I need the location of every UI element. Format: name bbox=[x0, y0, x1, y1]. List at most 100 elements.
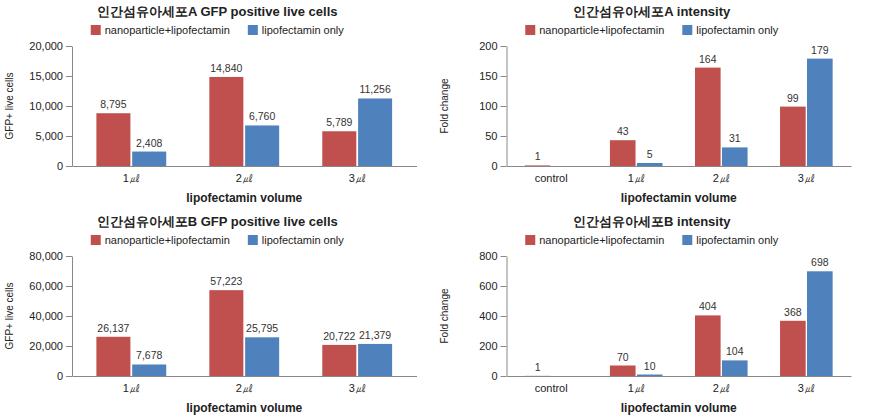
y-tick-mark bbox=[501, 256, 507, 257]
x-axis: control1㎕2㎕3㎕ bbox=[507, 167, 852, 184]
y-tick-label: 0 bbox=[57, 370, 63, 382]
y-axis-title: Fold change bbox=[439, 78, 450, 133]
y-tick-label: 400 bbox=[479, 310, 497, 322]
y-tick-label: 5,000 bbox=[35, 130, 63, 142]
y-tick-label: 80,000 bbox=[29, 250, 63, 262]
legend-item: lipofectamin only bbox=[248, 234, 344, 246]
bar bbox=[780, 321, 806, 376]
legend-label: nanoparticle+lipofectamin bbox=[105, 234, 230, 246]
y-tick-label: 20,000 bbox=[29, 340, 63, 352]
y-tick-mark bbox=[66, 376, 72, 377]
legend-swatch bbox=[525, 25, 535, 35]
bar bbox=[695, 315, 721, 376]
x-tick-label: 2㎕ bbox=[713, 382, 730, 394]
y-tick-mark bbox=[501, 76, 507, 77]
y-tick-label: 15,000 bbox=[29, 70, 63, 82]
y-tick-mark bbox=[501, 376, 507, 377]
x-axis-title: lipofectamin volume bbox=[621, 401, 737, 415]
bars bbox=[525, 59, 833, 166]
legend-item: nanoparticle+lipofectamin bbox=[525, 24, 664, 36]
legend-label: lipofectamin only bbox=[262, 24, 344, 36]
x-tick-label: control bbox=[535, 382, 568, 394]
y-tick-mark bbox=[501, 286, 507, 287]
bar bbox=[209, 77, 243, 166]
data-label: 10 bbox=[644, 360, 656, 372]
y-tick-label: 200 bbox=[479, 40, 497, 52]
legend-label: lipofectamin only bbox=[696, 24, 778, 36]
data-label: 20,722 bbox=[323, 330, 355, 342]
chart-panel: 인간섬유아세포B GFP positive live cells nanopart… bbox=[4, 214, 417, 415]
data-label: 5,789 bbox=[326, 116, 352, 128]
y-tick-label: 150 bbox=[479, 70, 497, 82]
y-tick-mark bbox=[66, 346, 72, 347]
legend: nanoparticle+lipofectamin lipofectamin on… bbox=[525, 234, 778, 246]
data-label: 26,137 bbox=[97, 322, 129, 334]
x-axis-title: lipofectamin volume bbox=[186, 191, 302, 205]
x-tick-label: 3㎕ bbox=[798, 382, 815, 394]
chart-title: 인간섬유아세포A GFP positive live cells bbox=[97, 4, 338, 19]
y-tick: 50 bbox=[485, 130, 506, 142]
data-label: 25,795 bbox=[246, 322, 278, 334]
x-axis-title: lipofectamin volume bbox=[186, 401, 302, 415]
y-tick-label: 100 bbox=[479, 100, 497, 112]
data-label: 14,840 bbox=[210, 62, 242, 74]
x-tick: control bbox=[535, 172, 568, 184]
legend-swatch bbox=[91, 235, 101, 245]
chart-page: 인간섬유아세포A GFP positive live cells nanopart… bbox=[0, 0, 869, 420]
data-labels: 8,79514,8405,7892,4086,76011,256 bbox=[100, 62, 391, 149]
legend-swatch bbox=[248, 235, 258, 245]
bar bbox=[322, 131, 356, 166]
y-tick: 400 bbox=[479, 310, 506, 322]
legend-swatch bbox=[525, 235, 535, 245]
y-tick-label: 800 bbox=[479, 250, 497, 262]
y-tick-mark bbox=[501, 136, 507, 137]
y-tick-label: 10,000 bbox=[29, 100, 63, 112]
y-tick-label: 50 bbox=[485, 130, 497, 142]
chart-title: 인간섬유아세포B intensity bbox=[573, 214, 731, 229]
bar bbox=[807, 59, 833, 166]
legend-label: nanoparticle+lipofectamin bbox=[105, 24, 230, 36]
legend: nanoparticle+lipofectamin lipofectamin on… bbox=[91, 234, 344, 246]
legend-item: lipofectamin only bbox=[682, 234, 778, 246]
legend-label: nanoparticle+lipofectamin bbox=[539, 234, 664, 246]
legend-label: nanoparticle+lipofectamin bbox=[539, 24, 664, 36]
legend-item: nanoparticle+lipofectamin bbox=[91, 24, 230, 36]
y-tick-label: 0 bbox=[491, 160, 497, 172]
chart-title: 인간섬유아세포B GFP positive live cells bbox=[97, 214, 338, 229]
data-label: 1 bbox=[535, 150, 541, 162]
y-tick-mark bbox=[66, 166, 72, 167]
legend-item: lipofectamin only bbox=[682, 24, 778, 36]
y-axis-line bbox=[507, 47, 508, 167]
legend-swatch bbox=[682, 25, 692, 35]
x-axis-line bbox=[507, 376, 852, 377]
y-axis-line bbox=[72, 47, 73, 167]
bar bbox=[610, 366, 636, 377]
bar bbox=[96, 337, 130, 376]
y-tick: 0 bbox=[491, 370, 506, 382]
bars bbox=[525, 271, 833, 376]
y-axis: 020,00040,00060,00080,000 bbox=[29, 250, 72, 382]
y-tick-mark bbox=[66, 286, 72, 287]
chart-title: 인간섬유아세포A intensity bbox=[573, 4, 731, 19]
y-axis: 05,00010,00015,00020,000 bbox=[29, 40, 72, 172]
y-tick-mark bbox=[66, 106, 72, 107]
x-tick: 1㎕ bbox=[123, 172, 140, 184]
x-tick-label: 1㎕ bbox=[628, 382, 645, 394]
y-axis: 0200400600800 bbox=[479, 250, 507, 382]
y-tick: 5,000 bbox=[35, 130, 72, 142]
y-tick: 100 bbox=[479, 100, 506, 112]
legend-swatch bbox=[682, 235, 692, 245]
bar bbox=[637, 163, 663, 166]
y-tick: 800 bbox=[479, 250, 506, 262]
bars bbox=[96, 290, 392, 376]
bar bbox=[245, 125, 279, 166]
data-label: 11,256 bbox=[359, 83, 390, 95]
x-axis-line bbox=[73, 376, 418, 377]
data-label: 5 bbox=[647, 148, 653, 160]
y-axis: 0 50 100 150 200 bbox=[479, 40, 507, 172]
chart-panel: 인간섬유아세포A GFP positive live cells nanopart… bbox=[4, 4, 417, 205]
legend-swatch bbox=[91, 25, 101, 35]
x-tick: 1㎕ bbox=[628, 172, 645, 184]
x-tick-label: 3㎕ bbox=[349, 382, 366, 394]
x-tick-label: 1㎕ bbox=[123, 172, 140, 184]
